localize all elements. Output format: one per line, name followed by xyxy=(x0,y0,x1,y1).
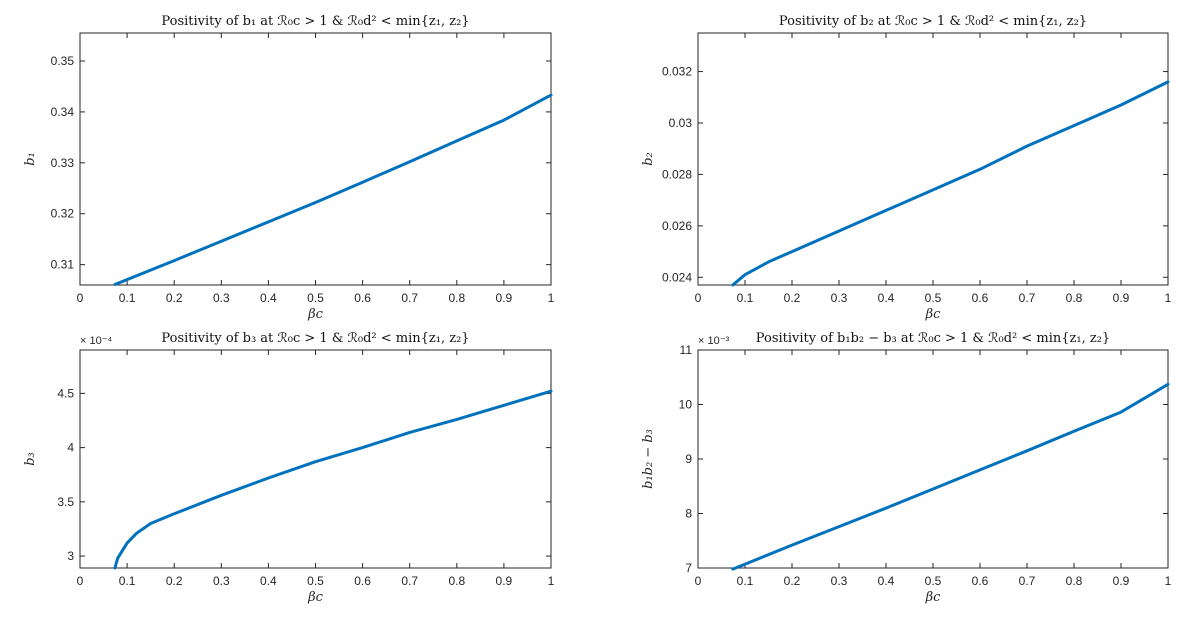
x-tick-label: 0.9 xyxy=(1113,291,1130,305)
x-tick-label: 0.5 xyxy=(307,574,324,588)
y-tick-label: 0.024 xyxy=(662,270,692,284)
y-axis-label: b₁ xyxy=(23,152,38,166)
x-tick-label: 0.5 xyxy=(307,291,324,305)
chart-panel-3: 0 0.1 0.2 0.3 0.4 0.5 0.6 0.7 0.8 0.9 1 3 3.5 4 4.5 × 1… xyxy=(23,331,555,605)
x-tick-label: 0.5 xyxy=(925,574,942,588)
y-tick-label: 0.35 xyxy=(51,54,75,68)
y-tick-label: 0.032 xyxy=(662,65,692,79)
y-exponent-label: × 10⁻⁴ xyxy=(80,335,113,347)
y-tick-label: 0.026 xyxy=(662,219,692,233)
x-tick-label: 0.2 xyxy=(784,291,801,305)
x-tick-label: 0.2 xyxy=(784,574,801,588)
y-tick-label: 0.028 xyxy=(662,167,692,181)
series-line-1 xyxy=(113,389,553,570)
x-tick-label: 0.4 xyxy=(878,291,895,305)
plot-frame xyxy=(79,32,552,286)
y-tick-label: 7 xyxy=(685,561,692,575)
x-tick-label: 0.6 xyxy=(972,291,989,305)
x-tick-label: 0.1 xyxy=(119,291,136,305)
x-tick-label: 0.6 xyxy=(972,574,989,588)
y-axis-label: b₃ xyxy=(23,452,38,466)
y-tick-label: 9 xyxy=(685,452,692,466)
chart-panel-2: 0 0.1 0.2 0.3 0.4 0.5 0.6 0.7 0.8 0.9 1 0.024 0.026 0… xyxy=(641,14,1172,322)
chart-title: Positivity of b₁b₂ − b₃ at ℛ₀c > 1 & ℛ₀d… xyxy=(756,331,1110,346)
y-axis-label: b₂ xyxy=(641,152,656,166)
x-tick-label: 0.2 xyxy=(166,291,183,305)
x-tick-label: 0.7 xyxy=(1019,574,1036,588)
x-tick-label: 0 xyxy=(695,574,702,588)
series-line-1 xyxy=(731,382,1170,571)
x-tick-label: 0.4 xyxy=(260,574,277,588)
x-tick-label: 0.7 xyxy=(401,291,418,305)
x-tick-label: 1 xyxy=(1165,574,1172,588)
x-tick-label: 0.8 xyxy=(1066,291,1083,305)
y-exponent-label: × 10⁻³ xyxy=(698,335,730,347)
y-tick-label: 4.5 xyxy=(57,386,74,400)
x-tick-label: 0.1 xyxy=(119,574,136,588)
x-tick-label: 0.7 xyxy=(401,574,418,588)
x-tick-label: 0.7 xyxy=(1019,291,1036,305)
x-tick-label: 0.3 xyxy=(831,574,848,588)
x-tick-label: 0 xyxy=(77,574,84,588)
y-tick-label: 10 xyxy=(679,398,693,412)
x-tick-label: 0.3 xyxy=(213,574,230,588)
x-tick-label: 0.8 xyxy=(448,291,465,305)
x-tick-label: 1 xyxy=(548,574,555,588)
x-tick-label: 1 xyxy=(548,291,555,305)
x-axis-label: βc xyxy=(925,590,942,605)
x-tick-label: 0 xyxy=(77,291,84,305)
y-tick-label: 11 xyxy=(680,343,693,357)
x-tick-label: 0.6 xyxy=(354,291,371,305)
x-tick-label: 0.3 xyxy=(213,291,230,305)
y-tick-label: 3.5 xyxy=(57,495,74,509)
x-tick-label: 0.9 xyxy=(1113,574,1130,588)
series-line-1 xyxy=(113,93,553,286)
x-axis-label: βc xyxy=(925,307,942,322)
x-tick-label: 0.9 xyxy=(496,291,513,305)
plot-frame xyxy=(79,349,552,569)
x-tick-label: 0.8 xyxy=(448,574,465,588)
x-tick-label: 1 xyxy=(1165,291,1172,305)
x-tick-label: 0.2 xyxy=(166,574,183,588)
x-tick-label: 0.4 xyxy=(878,574,895,588)
y-axis-label: b₁b₂ − b₃ xyxy=(641,429,656,489)
series-line-1 xyxy=(731,80,1170,287)
y-tick-label: 0.33 xyxy=(51,156,75,170)
plot-frame xyxy=(697,32,1169,286)
chart-title: Positivity of b₃ at ℛ₀c > 1 & ℛ₀d² < min… xyxy=(161,331,469,346)
chart-panel-1: 0 0.1 0.2 0.3 0.4 0.5 0.6 0.7 0.8 0.9 1 0.31 0.32 0.3… xyxy=(23,14,555,322)
chart-title: Positivity of b₁ at ℛ₀c > 1 & ℛ₀d² < min… xyxy=(161,14,469,29)
x-tick-label: 0.9 xyxy=(496,574,513,588)
x-tick-label: 0.8 xyxy=(1066,574,1083,588)
chart-panel-4: 0 0.1 0.2 0.3 0.4 0.5 0.6 0.7 0.8 0.9 1 7 8 9 10 11 × 10… xyxy=(641,331,1172,605)
x-tick-label: 0.4 xyxy=(260,291,277,305)
x-tick-label: 0.3 xyxy=(831,291,848,305)
y-tick-label: 0.31 xyxy=(51,258,75,272)
chart-title: Positivity of b₂ at ℛ₀c > 1 & ℛ₀d² < min… xyxy=(779,14,1087,29)
x-axis-label: βc xyxy=(307,590,324,605)
y-tick-label: 0.34 xyxy=(51,105,75,119)
x-tick-label: 0 xyxy=(695,291,702,305)
y-tick-label: 0.32 xyxy=(51,207,75,221)
y-tick-label: 8 xyxy=(685,507,692,521)
y-tick-label: 0.03 xyxy=(669,116,693,130)
x-tick-label: 0.6 xyxy=(354,574,371,588)
y-tick-label: 4 xyxy=(67,441,74,455)
y-tick-label: 3 xyxy=(67,549,74,563)
plot-frame xyxy=(697,349,1169,569)
x-axis-label: βc xyxy=(307,307,324,322)
x-tick-label: 0.1 xyxy=(737,291,754,305)
x-tick-label: 0.5 xyxy=(925,291,942,305)
x-tick-label: 0.1 xyxy=(737,574,754,588)
